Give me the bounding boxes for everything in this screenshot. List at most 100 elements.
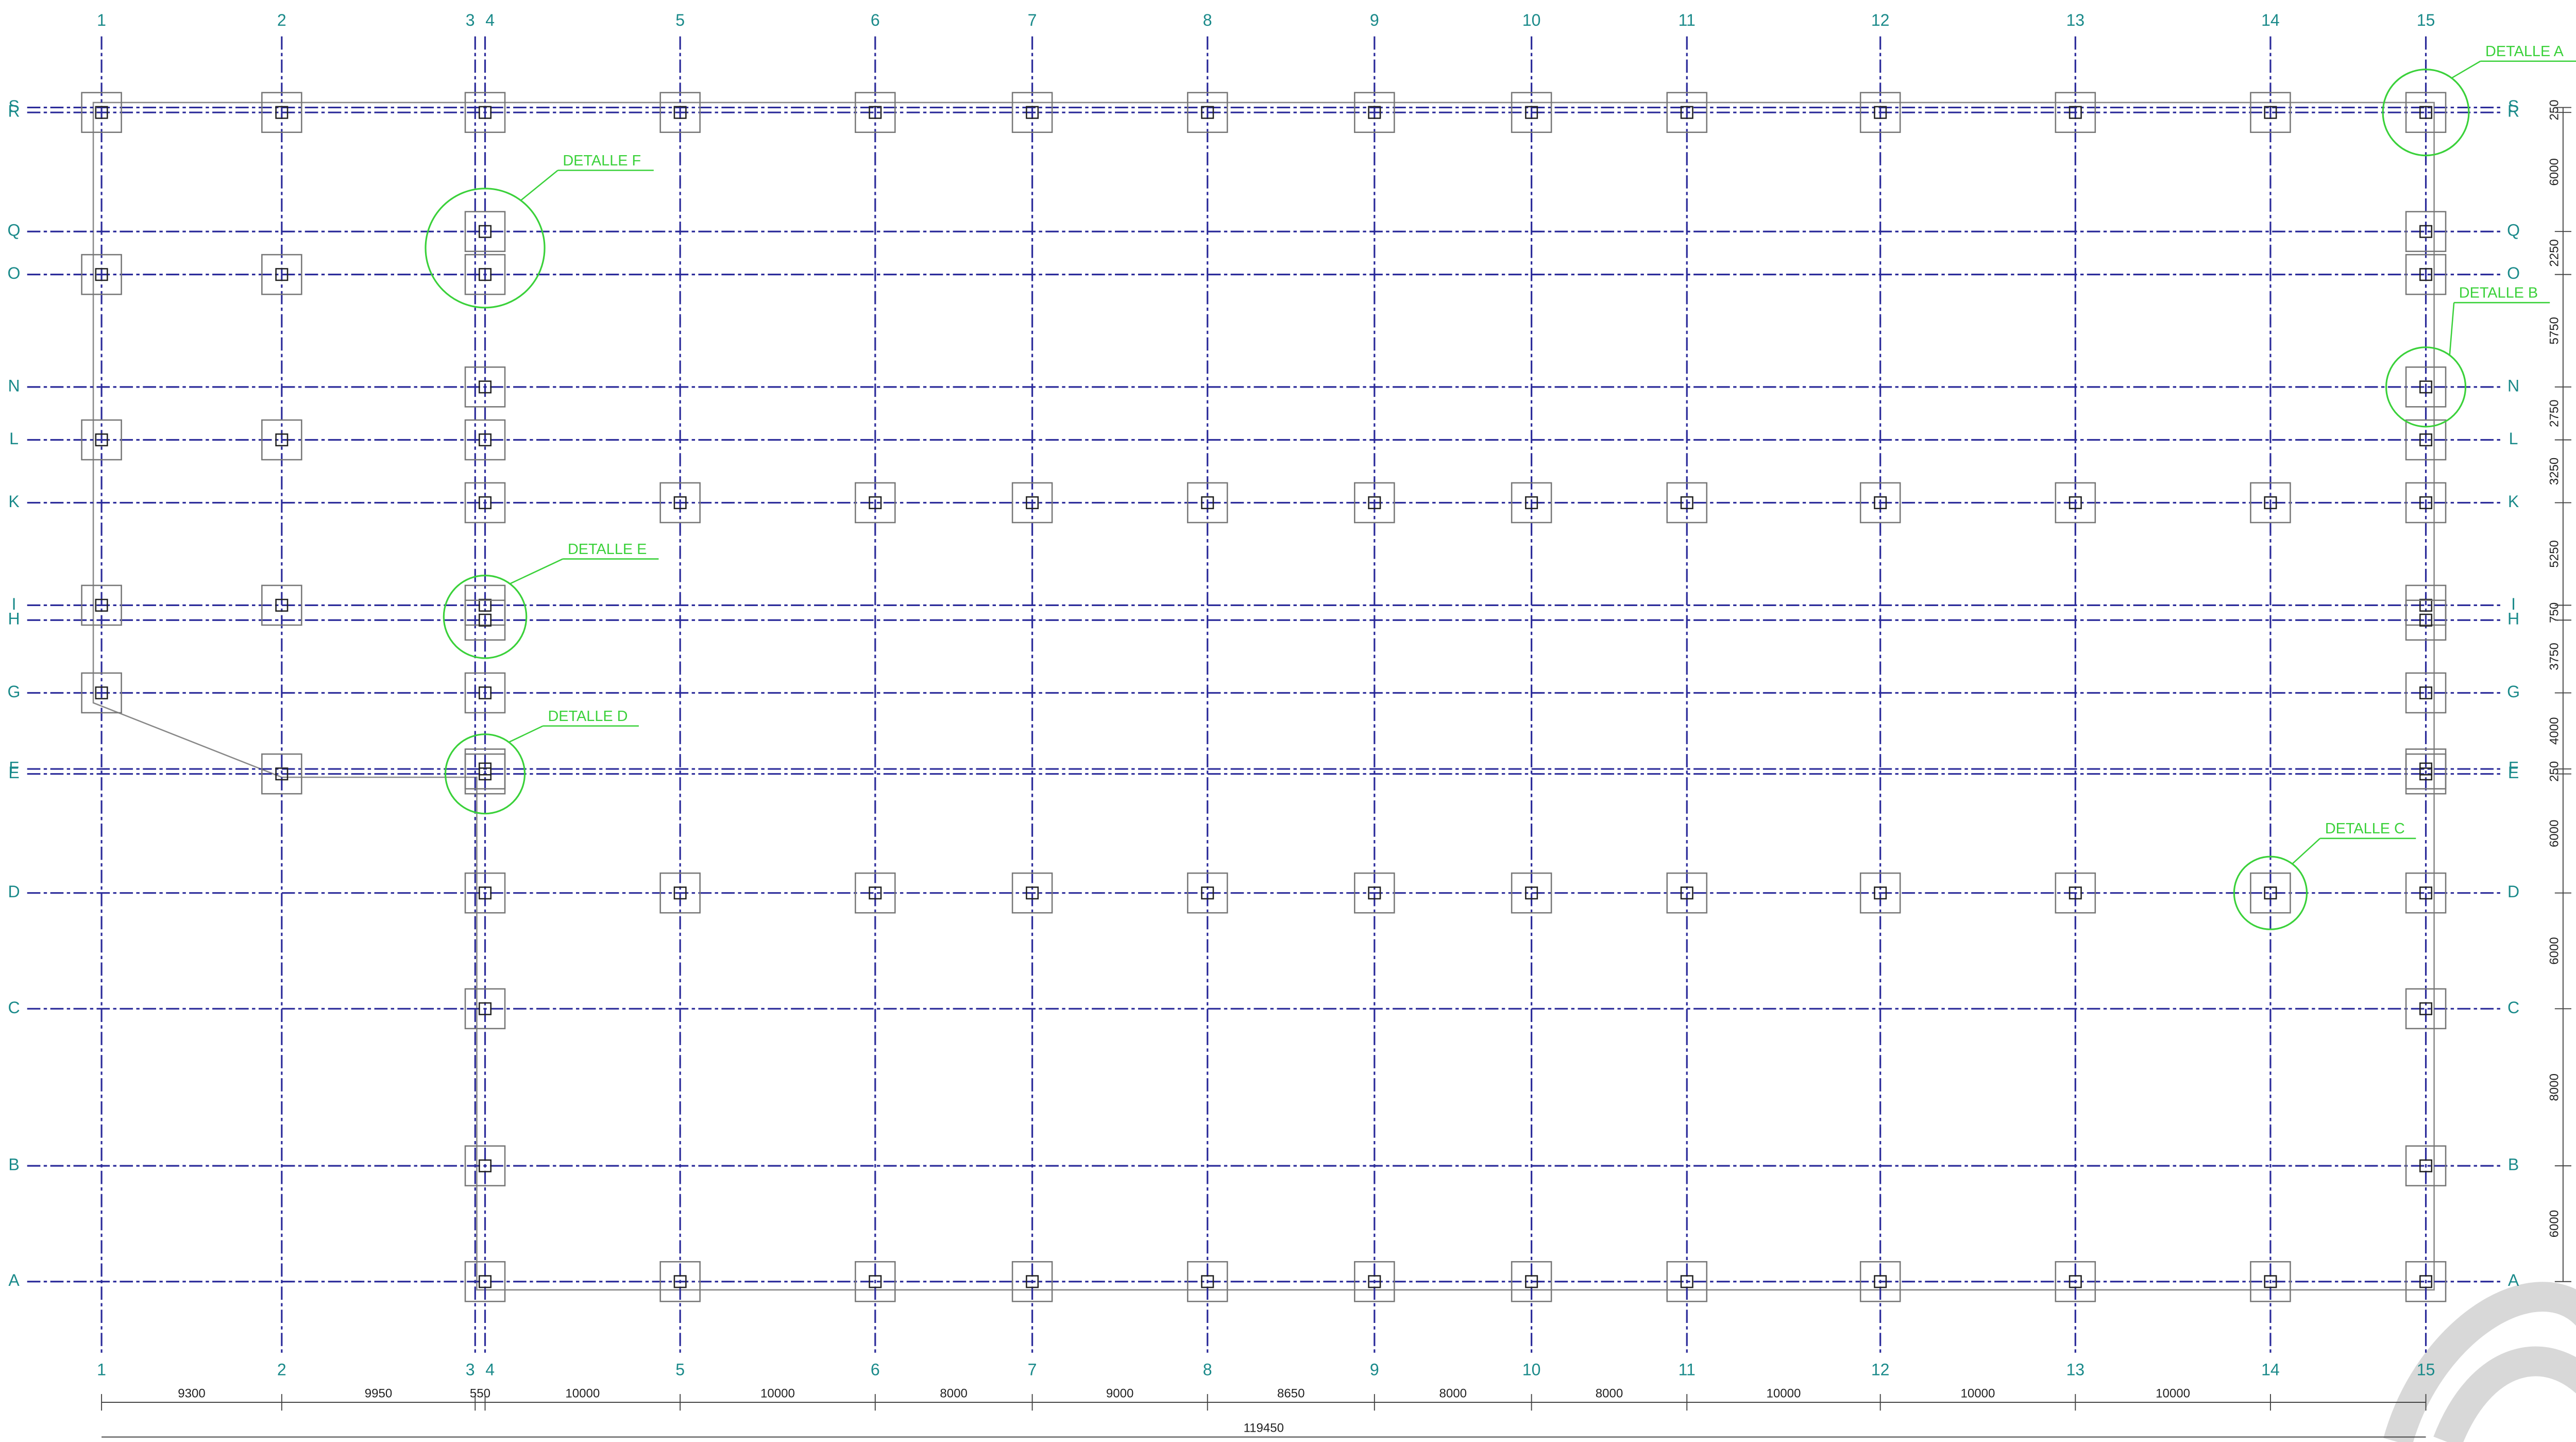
dim-label: 250	[2547, 761, 2561, 782]
row-label: D	[2507, 882, 2519, 901]
footing	[1859, 1261, 1901, 1302]
footing	[1011, 1261, 1053, 1302]
column-label: 13	[2066, 1360, 2084, 1379]
dim-label: 10000	[1767, 1386, 1801, 1400]
footing	[81, 672, 122, 714]
column	[1874, 496, 1887, 509]
column	[479, 268, 492, 281]
footing	[464, 672, 506, 714]
column-label: 4	[485, 1360, 495, 1379]
column-label: 2	[277, 11, 286, 29]
column	[2264, 106, 2277, 119]
footing	[2055, 1261, 2096, 1302]
dim-label: 8000	[1596, 1386, 1623, 1400]
column	[869, 106, 882, 119]
column-label: 12	[1871, 11, 1890, 29]
column	[479, 225, 492, 238]
row-label: C	[8, 998, 20, 1017]
footing	[2250, 1261, 2291, 1302]
dim-label: 3250	[2547, 458, 2561, 485]
row-label: B	[8, 1155, 19, 1174]
row-label: G	[8, 682, 21, 701]
column	[95, 686, 108, 699]
row-label: G	[2507, 682, 2520, 701]
dim-label: 9000	[1106, 1386, 1134, 1400]
footing	[1011, 872, 1053, 914]
footing	[2405, 419, 2447, 461]
column	[1201, 496, 1214, 509]
column-label: 8	[1203, 1360, 1212, 1379]
footing	[2405, 366, 2447, 408]
footing	[1011, 92, 1053, 133]
column	[2069, 496, 2082, 509]
watermark	[2383, 1282, 2576, 1442]
column-label: 2	[277, 1360, 286, 1379]
row-label: K	[8, 492, 20, 511]
dim-label: 9300	[178, 1386, 206, 1400]
footing	[2250, 482, 2291, 524]
row-label: F	[2509, 759, 2519, 777]
footing	[1859, 872, 1901, 914]
column	[869, 886, 882, 900]
footing	[1354, 482, 1395, 524]
column	[1026, 496, 1039, 509]
column-label: 9	[1370, 11, 1379, 29]
footing	[1666, 482, 1708, 524]
column	[275, 433, 289, 447]
dim-label: 10000	[1961, 1386, 1995, 1400]
footing	[1666, 92, 1708, 133]
footing	[2250, 92, 2291, 133]
footing	[2405, 672, 2447, 714]
column	[2419, 598, 2433, 612]
column	[479, 613, 492, 627]
footing	[854, 872, 896, 914]
dim-label: 8000	[1439, 1386, 1467, 1400]
column	[1026, 1275, 1039, 1288]
dim-label: 6000	[2547, 937, 2561, 965]
footing	[464, 254, 506, 295]
column	[2419, 380, 2433, 394]
footing	[1354, 92, 1395, 133]
footing	[81, 254, 122, 295]
row-label: I	[12, 595, 16, 613]
dim-label: 10000	[760, 1386, 795, 1400]
footing	[1354, 872, 1395, 914]
column	[673, 106, 687, 119]
footing	[2405, 482, 2447, 524]
dim-label: 6000	[2547, 1210, 2561, 1238]
footing	[2405, 872, 2447, 914]
footing	[1187, 482, 1228, 524]
column	[2419, 767, 2433, 781]
column	[2419, 686, 2433, 699]
column	[275, 106, 289, 119]
column	[1368, 106, 1381, 119]
detail-circle	[443, 575, 528, 659]
column	[1874, 1275, 1887, 1288]
column	[1026, 106, 1039, 119]
detail-label: DETALLE C	[2325, 820, 2405, 837]
column-label: 11	[1679, 1360, 1696, 1379]
row-label: F	[9, 759, 19, 777]
footing	[659, 482, 701, 524]
column	[479, 686, 492, 699]
dim-label: 250	[2547, 99, 2561, 120]
column	[1680, 106, 1693, 119]
column	[2069, 886, 2082, 900]
footing	[2405, 1261, 2447, 1302]
wall-outline	[92, 102, 2435, 1291]
column	[479, 1002, 492, 1015]
dim-label: 8000	[940, 1386, 968, 1400]
footing	[2405, 753, 2447, 795]
row-label: N	[8, 376, 20, 395]
column	[673, 886, 687, 900]
column-label: 7	[1028, 1360, 1037, 1379]
column	[1525, 106, 1538, 119]
column	[673, 1275, 687, 1288]
footing	[81, 419, 122, 461]
detail-leader	[509, 725, 544, 743]
detail-circle	[444, 733, 526, 815]
footing	[81, 92, 122, 133]
column	[1026, 886, 1039, 900]
column	[479, 380, 492, 394]
column	[2419, 225, 2433, 238]
